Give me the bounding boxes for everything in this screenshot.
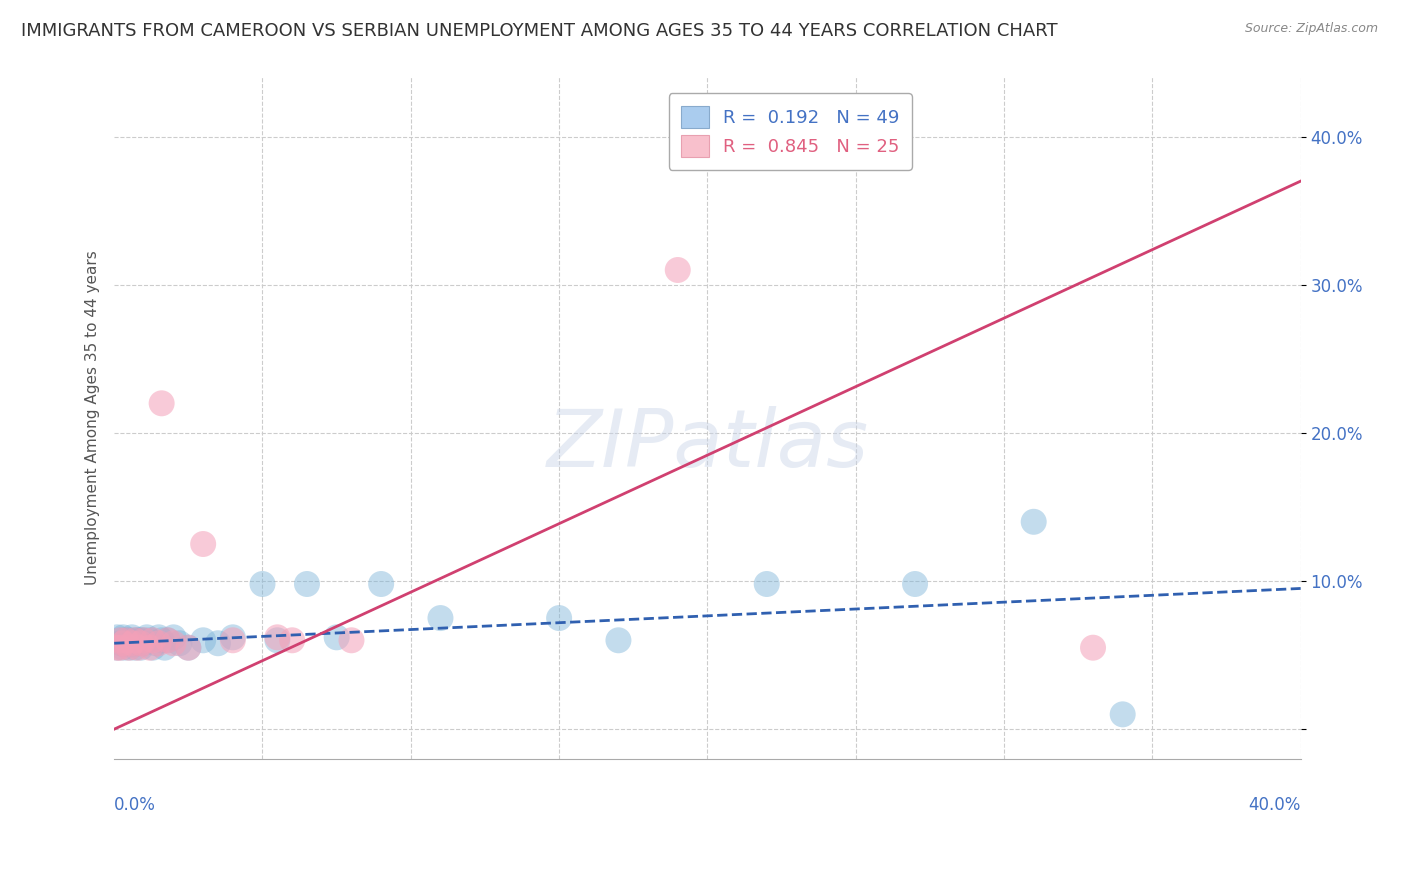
Point [142,633,165,648]
Point [148,630,170,644]
Point [139,633,162,648]
Point [105,640,128,655]
Point [340,633,363,648]
Point [112,640,135,655]
Text: ZIPatlas: ZIPatlas [547,407,869,484]
Point [127,640,149,655]
Point [1111,707,1133,722]
Point [1081,640,1104,655]
Point [132,633,155,648]
Y-axis label: Unemployment Among Ages 35 to 44 years: Unemployment Among Ages 35 to 44 years [86,251,100,585]
Point [108,636,131,650]
Point [127,636,149,650]
Point [118,640,141,655]
Point [156,633,179,648]
Point [162,630,184,644]
Point [281,633,304,648]
Point [108,640,131,655]
Point [755,577,778,591]
Point [429,611,451,625]
Text: 0.0%: 0.0% [114,797,156,814]
Point [169,636,191,650]
Point [121,636,143,650]
Point [124,633,146,648]
Point [105,630,128,644]
Text: IMMIGRANTS FROM CAMEROON VS SERBIAN UNEMPLOYMENT AMONG AGES 35 TO 44 YEARS CORRE: IMMIGRANTS FROM CAMEROON VS SERBIAN UNEM… [21,22,1057,40]
Point [193,633,215,648]
Point [266,633,288,648]
Point [124,633,146,648]
Point [112,636,135,650]
Point [666,263,689,277]
Point [121,636,143,650]
Point [124,640,146,655]
Point [132,633,155,648]
Point [115,633,138,648]
Point [112,636,135,650]
Point [370,577,392,591]
Point [118,633,141,648]
Point [115,633,138,648]
Point [252,577,274,591]
Point [118,636,141,650]
Point [222,633,245,648]
Point [139,640,162,655]
Point [148,636,170,650]
Point [150,396,173,410]
Point [112,630,135,644]
Point [135,630,157,644]
Point [108,633,131,648]
Point [156,633,179,648]
Point [607,633,630,648]
Point [129,640,152,655]
Point [132,636,155,650]
Point [115,636,138,650]
Point [207,636,229,650]
Point [124,636,146,650]
Point [295,577,318,591]
Text: Source: ZipAtlas.com: Source: ZipAtlas.com [1244,22,1378,36]
Point [1022,515,1045,529]
Point [129,636,152,650]
Point [150,633,173,648]
Point [266,630,288,644]
Point [325,630,347,644]
Point [177,640,200,655]
Point [127,633,149,648]
Point [904,577,927,591]
Point [108,633,131,648]
Legend: R =  0.192   N = 49, R =  0.845   N = 25: R = 0.192 N = 49, R = 0.845 N = 25 [669,94,912,169]
Point [105,640,128,655]
Point [222,630,245,644]
Point [177,640,200,655]
Point [548,611,571,625]
Point [121,630,143,644]
Point [142,640,165,655]
Point [129,633,152,648]
Point [193,537,215,551]
Point [153,640,176,655]
Point [145,636,167,650]
Point [162,636,184,650]
Point [118,640,141,655]
Text: 40.0%: 40.0% [1249,797,1301,814]
